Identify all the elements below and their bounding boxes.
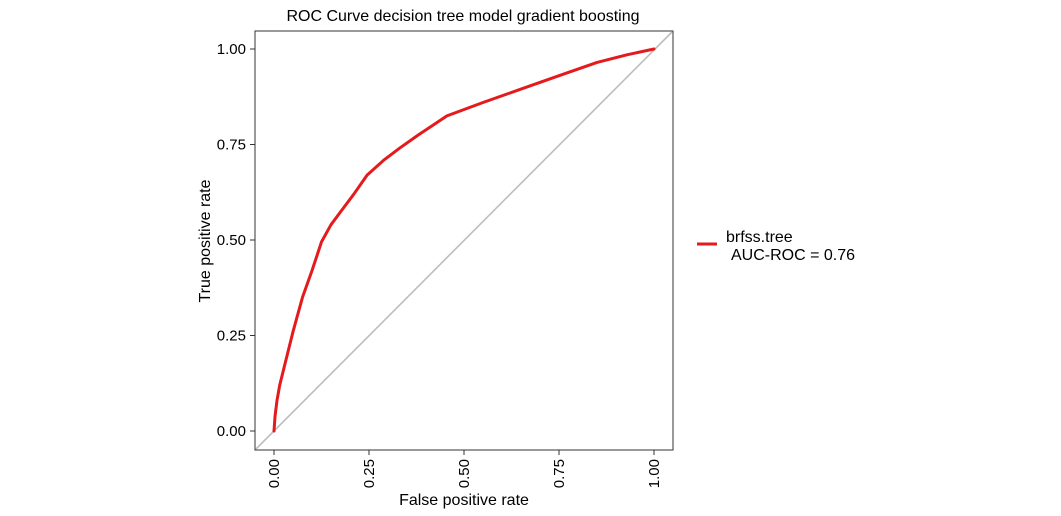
roc-curve-line <box>272 47 656 433</box>
x-tick-label: 0.00 <box>266 459 283 488</box>
reference-diagonal-line <box>255 31 673 450</box>
reference-diagonal-group <box>255 31 673 450</box>
y-tick-label: 0.00 <box>217 423 246 440</box>
x-axis: 0.00 0.25 0.50 0.75 1.00 <box>266 450 663 488</box>
legend: brfss.tree AUC-ROC = 0.76 <box>697 229 855 264</box>
y-tick-label: 1.00 <box>217 41 246 58</box>
legend-auc-label: AUC-ROC = 0.76 <box>731 247 855 264</box>
x-tick-label: 0.75 <box>551 459 568 488</box>
x-axis-title: False positive rate <box>399 492 529 509</box>
y-tick-label: 0.25 <box>217 328 246 345</box>
y-tick-label: 0.50 <box>217 232 246 249</box>
x-tick-label: 0.50 <box>456 459 473 488</box>
chart-title: ROC Curve decision tree model gradient b… <box>286 8 639 25</box>
legend-series-name: brfss.tree <box>726 229 793 246</box>
x-tick-label: 1.00 <box>646 459 663 488</box>
roc-curve-group <box>272 47 656 433</box>
y-tick-label: 0.75 <box>217 137 246 154</box>
y-axis-title: True positive rate <box>197 179 214 302</box>
x-tick-label: 0.25 <box>361 459 378 488</box>
y-axis: 0.00 0.25 0.50 0.75 1.00 <box>217 41 255 440</box>
